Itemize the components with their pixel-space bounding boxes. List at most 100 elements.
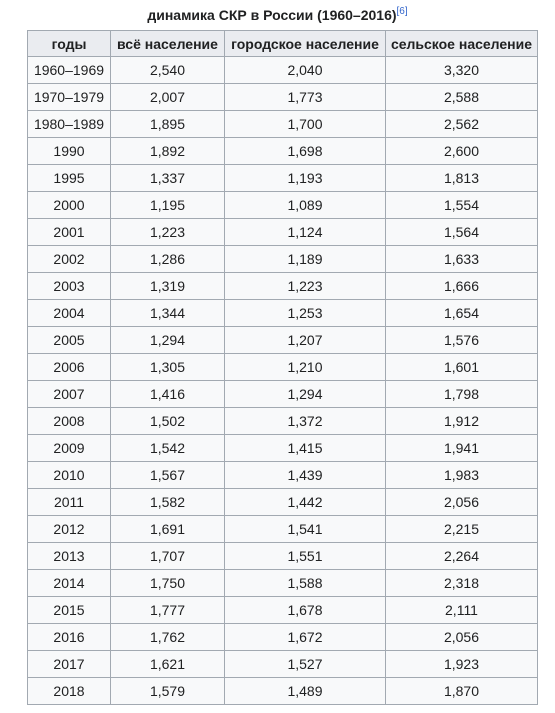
table-cell: 1,750 — [110, 569, 225, 597]
table-cell: 1,654 — [385, 299, 538, 327]
table-cell: 1,207 — [224, 326, 386, 354]
table-cell: 1,415 — [224, 434, 386, 462]
table-cell: 1,193 — [224, 164, 386, 192]
table-cell: 1,564 — [385, 218, 538, 246]
table-cell: 2018 — [27, 677, 111, 705]
table-cell: 1,089 — [224, 191, 386, 219]
table-cell: 2015 — [27, 596, 111, 624]
table-cell: 1990 — [27, 137, 111, 165]
table-cell: 1,319 — [110, 272, 225, 300]
table-row: 2006 1,305 1,210 1,601 — [27, 353, 538, 381]
table-caption: динамика СКР в России (1960–2016)[6] — [0, 6, 555, 23]
table-cell: 1,527 — [224, 650, 386, 678]
table-cell: 2007 — [27, 380, 111, 408]
table-cell: 2013 — [27, 542, 111, 570]
table-cell: 1,698 — [224, 137, 386, 165]
table-cell: 1,941 — [385, 434, 538, 462]
table-cell: 2012 — [27, 515, 111, 543]
table-cell: 1,542 — [110, 434, 225, 462]
table-cell: 1,762 — [110, 623, 225, 651]
table-row: 1960–1969 2,540 2,040 3,320 — [27, 56, 538, 84]
table-cell: 2005 — [27, 326, 111, 354]
table-cell: 1,983 — [385, 461, 538, 489]
table-cell: 2008 — [27, 407, 111, 435]
table-cell: 1,870 — [385, 677, 538, 705]
column-header: городское население — [224, 30, 386, 57]
table-cell: 1970–1979 — [27, 83, 111, 111]
table-cell: 2,040 — [224, 56, 386, 84]
table-cell: 1,773 — [224, 83, 386, 111]
table-row: 2010 1,567 1,439 1,983 — [27, 461, 538, 489]
table-row: 2000 1,195 1,089 1,554 — [27, 191, 538, 219]
table-row: 2002 1,286 1,189 1,633 — [27, 245, 538, 273]
table-cell: 1,672 — [224, 623, 386, 651]
column-header: всё население — [110, 30, 225, 57]
table-cell: 1,442 — [224, 488, 386, 516]
header-row: годы всё население городское население сель… — [27, 30, 538, 57]
table-row: 2011 1,582 1,442 2,056 — [27, 488, 538, 516]
table-cell: 1995 — [27, 164, 111, 192]
table-cell: 2,056 — [385, 623, 538, 651]
table-row: 2008 1,502 1,372 1,912 — [27, 407, 538, 435]
table-cell: 1,588 — [224, 569, 386, 597]
table-cell: 1,337 — [110, 164, 225, 192]
table-cell: 1,633 — [385, 245, 538, 273]
table-cell: 1,582 — [110, 488, 225, 516]
table-cell: 2,318 — [385, 569, 538, 597]
table-row: 1980–1989 1,895 1,700 2,562 — [27, 110, 538, 138]
table-cell: 1,541 — [224, 515, 386, 543]
table-cell: 1,707 — [110, 542, 225, 570]
table-cell: 1,798 — [385, 380, 538, 408]
table-row: 1995 1,337 1,193 1,813 — [27, 164, 538, 192]
table-row: 2009 1,542 1,415 1,941 — [27, 434, 538, 462]
table-cell: 1,189 — [224, 245, 386, 273]
table-cell: 1,253 — [224, 299, 386, 327]
table-cell: 1980–1989 — [27, 110, 111, 138]
table-cell: 2017 — [27, 650, 111, 678]
reference-link[interactable]: [6] — [396, 6, 408, 17]
table-row: 2016 1,762 1,672 2,056 — [27, 623, 538, 651]
table-cell: 1,923 — [385, 650, 538, 678]
table-cell: 1,124 — [224, 218, 386, 246]
table-cell: 2011 — [27, 488, 111, 516]
table-row: 2013 1,707 1,551 2,264 — [27, 542, 538, 570]
table-row: 2004 1,344 1,253 1,654 — [27, 299, 538, 327]
table-cell: 1,813 — [385, 164, 538, 192]
table-cell: 2016 — [27, 623, 111, 651]
table-cell: 2,600 — [385, 137, 538, 165]
table-row: 2012 1,691 1,541 2,215 — [27, 515, 538, 543]
table-body: 1960–1969 2,540 2,040 3,320 1970–1979 2,007 1,… — [27, 56, 538, 705]
table-cell: 2,540 — [110, 56, 225, 84]
table-cell: 2006 — [27, 353, 111, 381]
table-cell: 1,576 — [385, 326, 538, 354]
table-row: 2007 1,416 1,294 1,798 — [27, 380, 538, 408]
table-cell: 2,215 — [385, 515, 538, 543]
table-cell: 1,621 — [110, 650, 225, 678]
table-cell: 1,554 — [385, 191, 538, 219]
table-row: 1990 1,892 1,698 2,600 — [27, 137, 538, 165]
table-cell: 1,344 — [110, 299, 225, 327]
table-cell: 1,195 — [110, 191, 225, 219]
table-row: 2015 1,777 1,678 2,111 — [27, 596, 538, 624]
table-cell: 1960–1969 — [27, 56, 111, 84]
table-cell: 1,294 — [224, 380, 386, 408]
table-row: 2005 1,294 1,207 1,576 — [27, 326, 538, 354]
table-cell: 3,320 — [385, 56, 538, 84]
table-cell: 1,895 — [110, 110, 225, 138]
table-cell: 1,305 — [110, 353, 225, 381]
table-cell: 2,562 — [385, 110, 538, 138]
table-cell: 1,601 — [385, 353, 538, 381]
table-cell: 1,489 — [224, 677, 386, 705]
table-cell: 2,007 — [110, 83, 225, 111]
table-cell: 1,691 — [110, 515, 225, 543]
table-cell: 2,264 — [385, 542, 538, 570]
table-cell: 2010 — [27, 461, 111, 489]
table-cell: 1,416 — [110, 380, 225, 408]
table-cell: 2,588 — [385, 83, 538, 111]
table-cell: 1,777 — [110, 596, 225, 624]
table-row: 2001 1,223 1,124 1,564 — [27, 218, 538, 246]
table-row: 2014 1,750 1,588 2,318 — [27, 569, 538, 597]
table-cell: 2014 — [27, 569, 111, 597]
table-row: 2003 1,319 1,223 1,666 — [27, 272, 538, 300]
table-cell: 1,210 — [224, 353, 386, 381]
